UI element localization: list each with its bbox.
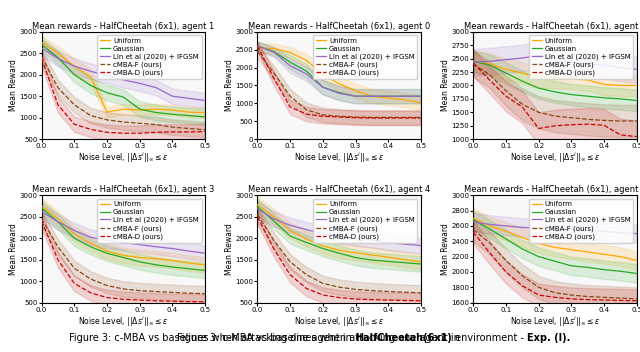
Y-axis label: Mean Reward: Mean Reward: [441, 59, 450, 111]
X-axis label: Noise Level, $||\Delta s^i||_\infty \leq \varepsilon$: Noise Level, $||\Delta s^i||_\infty \leq…: [78, 314, 168, 329]
X-axis label: Noise Level, $||\Delta s^i||_\infty \leq \varepsilon$: Noise Level, $||\Delta s^i||_\infty \leq…: [294, 314, 385, 329]
Title: Mean rewards - HalfCheetah (6x1), agent 0: Mean rewards - HalfCheetah (6x1), agent …: [248, 22, 430, 31]
Text: Exp. (I).: Exp. (I).: [527, 333, 571, 343]
X-axis label: Noise Level, $||\Delta s^i||_\infty \leq \varepsilon$: Noise Level, $||\Delta s^i||_\infty \leq…: [510, 314, 600, 329]
Y-axis label: Mean Reward: Mean Reward: [441, 223, 450, 275]
Text: Figure 3: c-MBA vs baselines when attacking one agent in: Figure 3: c-MBA vs baselines when attack…: [69, 333, 355, 343]
Text: HalfCheetah(6x1): HalfCheetah(6x1): [355, 333, 452, 343]
Title: Mean rewards - HalfCheetah (6x1), agent 2: Mean rewards - HalfCheetah (6x1), agent …: [464, 22, 640, 31]
Y-axis label: Mean Reward: Mean Reward: [225, 59, 234, 111]
X-axis label: Noise Level, $||\Delta s^i||_\infty \leq \varepsilon$: Noise Level, $||\Delta s^i||_\infty \leq…: [78, 151, 168, 165]
Title: Mean rewards - HalfCheetah (6x1), agent 4: Mean rewards - HalfCheetah (6x1), agent …: [248, 186, 430, 194]
Y-axis label: Mean Reward: Mean Reward: [9, 223, 18, 275]
Y-axis label: Mean Reward: Mean Reward: [9, 59, 18, 111]
Legend: Uniform, Gaussian, Lin et al (2020) + IFGSM, cMBA-F (ours), cMBA-D (ours): Uniform, Gaussian, Lin et al (2020) + IF…: [97, 199, 202, 243]
Text: Figure 3: c-MBA vs baselines when attacking one agent in: Figure 3: c-MBA vs baselines when attack…: [177, 333, 463, 343]
Legend: Uniform, Gaussian, Lin et al (2020) + IFGSM, cMBA-F (ours), cMBA-D (ours): Uniform, Gaussian, Lin et al (2020) + IF…: [313, 35, 417, 79]
Text: environment -: environment -: [452, 333, 527, 343]
X-axis label: Noise Level, $||\Delta s^i||_\infty \leq \varepsilon$: Noise Level, $||\Delta s^i||_\infty \leq…: [294, 151, 385, 165]
Legend: Uniform, Gaussian, Lin et al (2020) + IFGSM, cMBA-F (ours), cMBA-D (ours): Uniform, Gaussian, Lin et al (2020) + IF…: [313, 199, 417, 243]
Legend: Uniform, Gaussian, Lin et al (2020) + IFGSM, cMBA-F (ours), cMBA-D (ours): Uniform, Gaussian, Lin et al (2020) + IF…: [97, 35, 202, 79]
Legend: Uniform, Gaussian, Lin et al (2020) + IFGSM, cMBA-F (ours), cMBA-D (ours): Uniform, Gaussian, Lin et al (2020) + IF…: [529, 199, 634, 243]
X-axis label: Noise Level, $||\Delta s^i||_\infty \leq \varepsilon$: Noise Level, $||\Delta s^i||_\infty \leq…: [510, 151, 600, 165]
Title: Mean rewards - HalfCheetah (6x1), agent 3: Mean rewards - HalfCheetah (6x1), agent …: [32, 186, 214, 194]
Y-axis label: Mean Reward: Mean Reward: [225, 223, 234, 275]
Legend: Uniform, Gaussian, Lin et al (2020) + IFGSM, cMBA-F (ours), cMBA-D (ours): Uniform, Gaussian, Lin et al (2020) + IF…: [529, 35, 634, 79]
Title: Mean rewards - HalfCheetah (6x1), agent 5: Mean rewards - HalfCheetah (6x1), agent …: [464, 186, 640, 194]
Title: Mean rewards - HalfCheetah (6x1), agent 1: Mean rewards - HalfCheetah (6x1), agent …: [32, 22, 214, 31]
